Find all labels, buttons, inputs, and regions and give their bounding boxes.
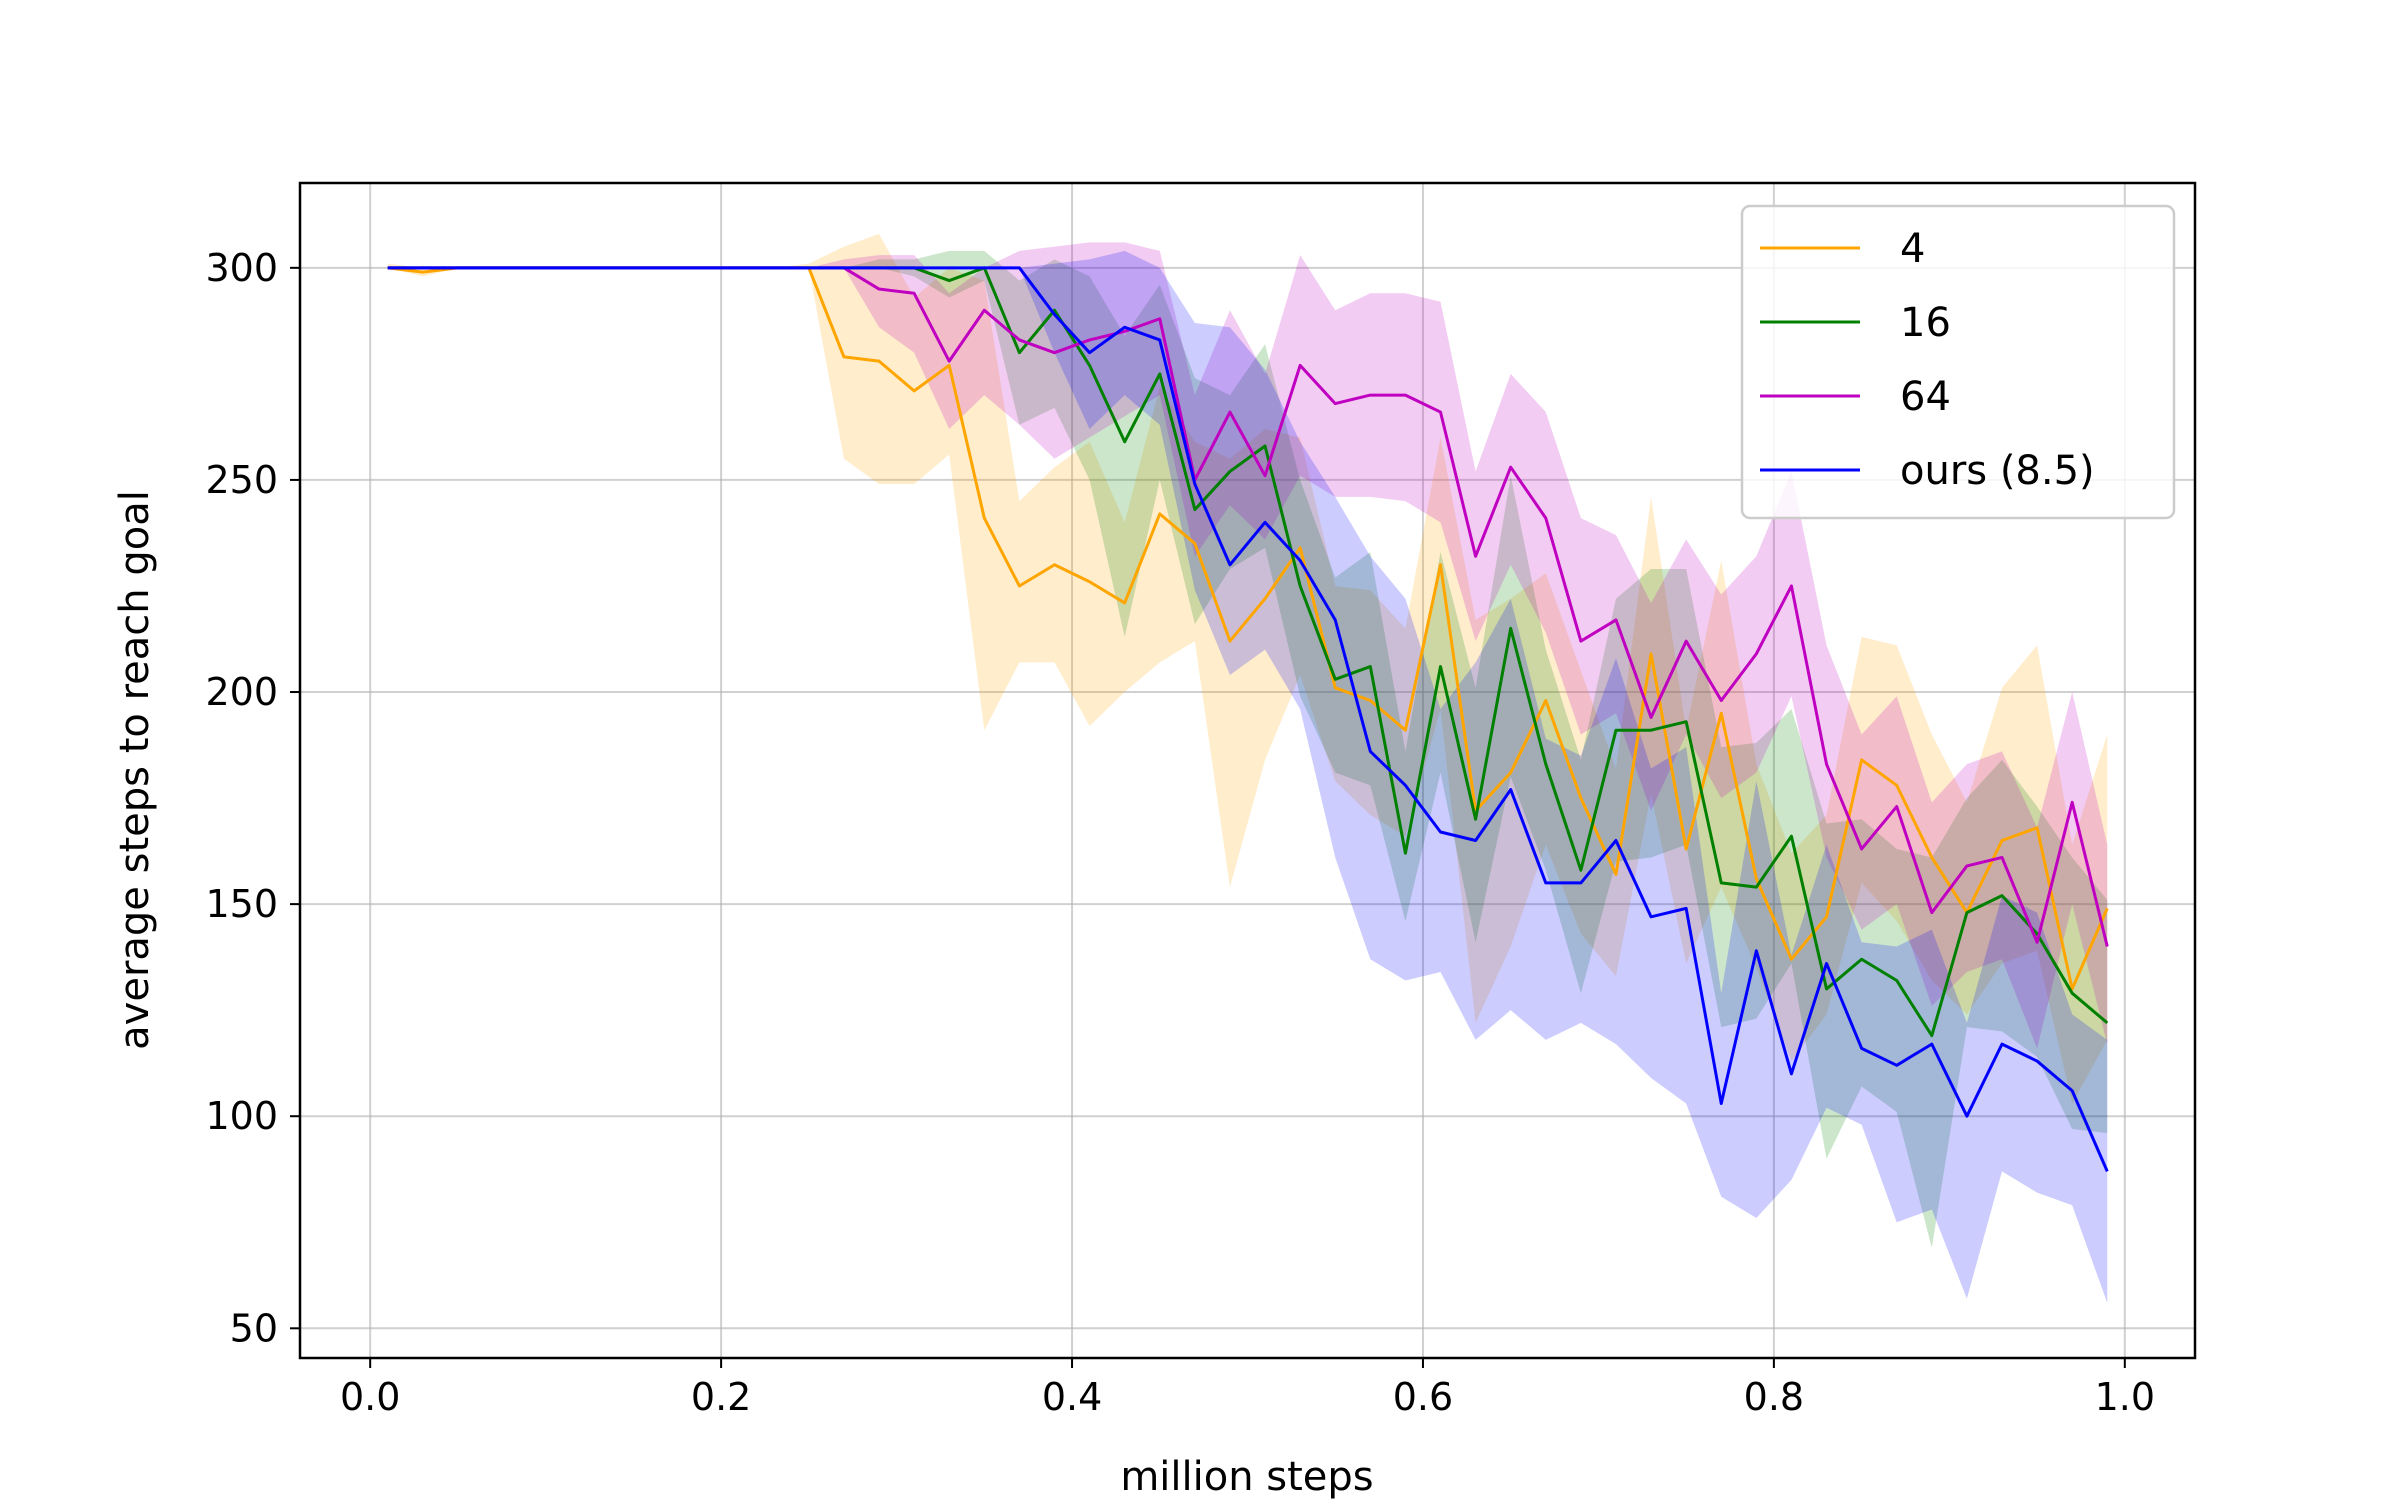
y-tick-label: 250 <box>205 458 278 502</box>
legend-label: 64 <box>1900 374 1951 420</box>
plot-area-frame <box>298 181 2197 1360</box>
x-tick-label: 0.4 <box>1042 1375 1102 1419</box>
confidence-bands <box>387 233 2108 1303</box>
series-lines <box>387 266 2109 1172</box>
x-tick-label: 0.8 <box>1744 1375 1804 1419</box>
x-tick-label: 0.6 <box>1393 1375 1453 1419</box>
series-line-ours-8-5- <box>387 266 2109 1172</box>
legend-label: ours (8.5) <box>1900 448 2095 494</box>
legend-box <box>1740 204 2176 520</box>
band-16 <box>387 250 2108 1248</box>
y-tick-label: 200 <box>205 670 278 714</box>
y-tick-label: 50 <box>230 1306 278 1350</box>
band-4 <box>387 233 2108 1104</box>
band-64 <box>387 242 2108 1049</box>
axis-ticks: 0.0 0.2 0.4 0.6 0.8 1.0 50 100 150 200 250 300 <box>205 246 2155 1419</box>
y-tick-label: 300 <box>205 246 278 290</box>
y-tick-label: 150 <box>205 882 278 926</box>
y-axis-label: average steps to reach goal <box>112 490 158 1050</box>
x-tick-label: 0.0 <box>340 1375 400 1419</box>
legend-label: 16 <box>1900 300 1951 346</box>
x-axis-label: million steps <box>1120 1454 1373 1500</box>
legend: 4 16 64 ours (8.5) <box>1740 204 2176 520</box>
x-tick-label: 1.0 <box>2095 1375 2155 1419</box>
x-tick-label: 0.2 <box>691 1375 751 1419</box>
y-tick-label: 100 <box>205 1094 278 1138</box>
band-ours-8-5- <box>387 250 2108 1303</box>
legend-label: 4 <box>1900 226 1925 272</box>
